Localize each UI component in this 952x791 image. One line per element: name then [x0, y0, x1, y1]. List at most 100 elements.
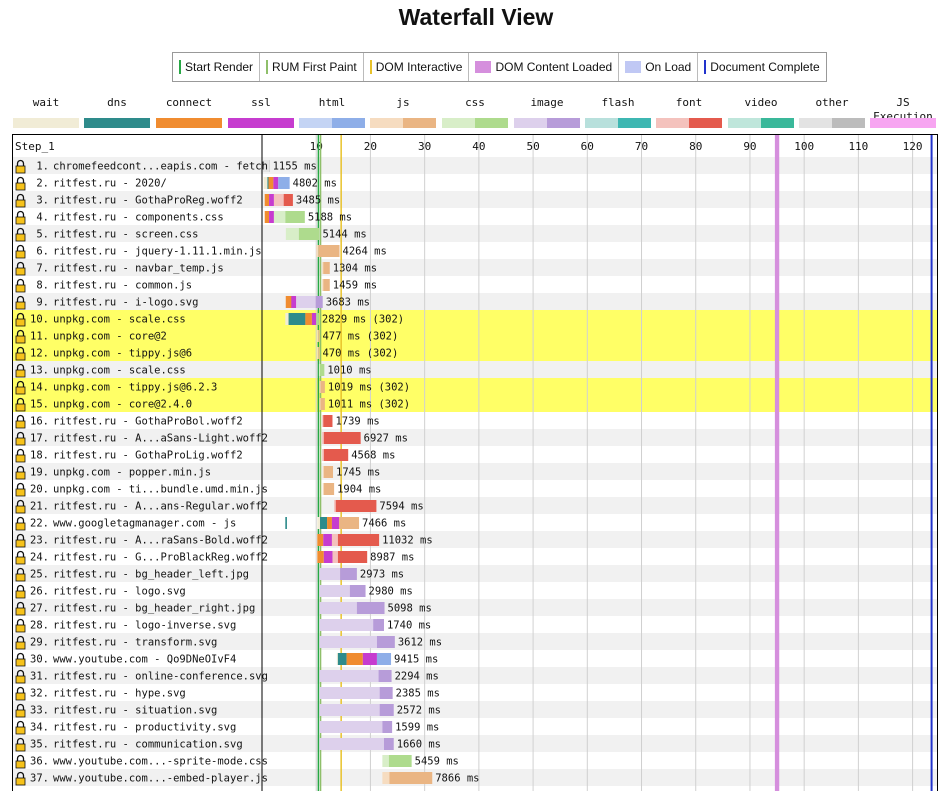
request-bar: 5144 ms	[285, 228, 367, 241]
request-row[interactable]: 33. ritfest.ru - situation.svg	[15, 703, 217, 718]
request-segment	[382, 755, 389, 767]
request-segment	[322, 449, 324, 461]
request-segment	[322, 483, 324, 495]
request-row[interactable]: 13. unpkg.com - scale.css	[15, 363, 186, 378]
request-row[interactable]: 24. ritfest.ru - G...ProBlackReg.woff2	[15, 550, 268, 565]
type-label: css	[465, 96, 485, 109]
type-swatch	[870, 118, 936, 128]
download-segment	[320, 381, 325, 393]
lock-icon	[15, 624, 26, 633]
lock-icon	[16, 227, 25, 234]
request-bar: 9415 ms	[336, 653, 438, 666]
tick-label: 120	[903, 140, 923, 153]
request-row[interactable]: 23. ritfest.ru - A...raSans-Bold.woff2	[15, 533, 268, 548]
request-label: unpkg.com - scale.css	[53, 365, 186, 377]
request-bar: 1904 ms	[322, 483, 381, 496]
ssl-segment	[291, 296, 297, 308]
lock-icon	[15, 284, 26, 293]
request-row[interactable]: 35. ritfest.ru - communication.svg	[15, 737, 243, 752]
timing-label: 477 ms (302)	[322, 331, 398, 343]
request-bar: 4264 ms	[316, 245, 387, 258]
request-row[interactable]: 28. ritfest.ru - logo-inverse.svg	[15, 618, 236, 633]
request-row[interactable]: 9. ritfest.ru - i-logo.svg	[15, 295, 198, 310]
request-row[interactable]: 22. www.googletagmanager.com - js	[15, 516, 236, 531]
timing-label: 4568 ms	[351, 450, 395, 462]
request-row[interactable]: 15. unpkg.com - core@2.4.0	[15, 397, 192, 412]
lock-icon	[16, 601, 25, 608]
request-row[interactable]: 2. ritfest.ru - 2020/	[15, 176, 167, 191]
request-number: 12.	[30, 348, 49, 360]
request-row[interactable]: 16. ritfest.ru - GothaProBol.woff2	[15, 414, 243, 429]
connect-segment	[264, 194, 270, 206]
request-label: unpkg.com - core@2	[53, 331, 167, 343]
request-row[interactable]: 26. ritfest.ru - logo.svg	[15, 584, 186, 599]
type-swatch	[156, 118, 222, 128]
request-row[interactable]: 29. ritfest.ru - transform.svg	[15, 635, 217, 650]
request-row[interactable]: 3. ritfest.ru - GothaProReg.woff2	[15, 193, 243, 208]
request-number: 18.	[30, 450, 49, 462]
request-number: 9.	[36, 297, 49, 309]
request-row[interactable]: 11. unpkg.com - core@2	[15, 329, 167, 344]
request-row[interactable]: 32. ritfest.ru - hype.svg	[15, 686, 186, 701]
lock-icon	[16, 278, 25, 285]
download-segment	[323, 483, 335, 495]
request-segment	[322, 262, 324, 274]
request-row[interactable]: 31. ritfest.ru - online-conference.svg	[15, 669, 268, 684]
timing-label: 1745 ms	[336, 467, 380, 479]
row-background	[12, 259, 937, 276]
connect-segment	[268, 177, 274, 189]
request-bar: 1740 ms	[319, 619, 431, 632]
download-segment	[320, 364, 325, 376]
row-background	[12, 667, 937, 684]
lock-icon	[16, 159, 25, 166]
request-label: unpkg.com - scale.css	[53, 314, 186, 326]
row-background	[12, 514, 937, 531]
request-row[interactable]: 25. ritfest.ru - bg_header_left.jpg	[15, 567, 249, 582]
request-row[interactable]: 37. www.youtube.com...-embed-player.js	[15, 771, 268, 786]
request-row[interactable]: 34. ritfest.ru - productivity.svg	[15, 720, 236, 735]
lock-icon	[16, 176, 25, 183]
download-segment	[269, 160, 270, 172]
request-segment	[319, 585, 350, 597]
lock-icon	[16, 652, 25, 659]
request-number: 25.	[30, 569, 49, 581]
request-row[interactable]: 18. ritfest.ru - GothaProLig.woff2	[15, 448, 243, 463]
request-number: 6.	[36, 246, 49, 258]
lock-icon	[15, 658, 26, 667]
request-row[interactable]: 6. ritfest.ru - jquery-1.11.1.min.js	[15, 244, 262, 259]
request-row[interactable]: 17. ritfest.ru - A...aSans-Light.woff2	[15, 431, 268, 446]
request-number: 27.	[30, 603, 49, 615]
request-number: 32.	[30, 688, 49, 700]
lock-icon	[16, 465, 25, 472]
timing-label: 470 ms (302)	[322, 348, 398, 360]
row-background	[12, 395, 937, 412]
ssl-segment	[362, 653, 377, 665]
request-row[interactable]: 10. unpkg.com - scale.css	[15, 312, 186, 327]
lock-icon	[16, 380, 25, 387]
connect-segment	[305, 313, 312, 325]
request-row[interactable]: 5. ritfest.ru - screen.css	[15, 227, 198, 242]
request-row[interactable]: 1. chromefeedcont...eapis.com - fetch	[15, 159, 268, 174]
request-row[interactable]: 27. ritfest.ru - bg_header_right.jpg	[15, 601, 255, 616]
request-row[interactable]: 8. ritfest.ru - common.js	[15, 278, 192, 293]
request-row[interactable]: 21. ritfest.ru - A...ans-Regular.woff2	[15, 499, 268, 514]
timing-label: 2385 ms	[396, 688, 440, 700]
request-row[interactable]: 30. www.youtube.com - Qo9DNeOIvF4	[15, 652, 236, 667]
download-segment	[383, 738, 394, 750]
type-swatch	[370, 118, 436, 128]
request-row[interactable]: 36. www.youtube.com...-sprite-mode.css	[15, 754, 268, 769]
request-label: ritfest.ru - online-conference.svg	[53, 671, 268, 683]
request-row[interactable]: 19. unpkg.com - popper.min.js	[15, 465, 211, 480]
request-row[interactable]: 20. unpkg.com - ti...bundle.umd.min.js	[15, 482, 268, 497]
request-segment	[319, 619, 374, 631]
request-row[interactable]: 14. unpkg.com - tippy.js@6.2.3	[15, 380, 217, 395]
request-number: 24.	[30, 552, 49, 564]
request-row[interactable]: 12. unpkg.com - tippy.js@6	[15, 346, 192, 361]
request-row[interactable]: 7. ritfest.ru - navbar_temp.js	[15, 261, 224, 276]
request-row[interactable]: 4. ritfest.ru - components.css	[15, 210, 224, 225]
tick-label: 80	[689, 140, 702, 153]
lock-icon	[16, 703, 25, 710]
timing-label: 1304 ms	[333, 263, 377, 275]
request-number: 16.	[30, 416, 49, 428]
request-label: ritfest.ru - logo-inverse.svg	[53, 620, 236, 632]
